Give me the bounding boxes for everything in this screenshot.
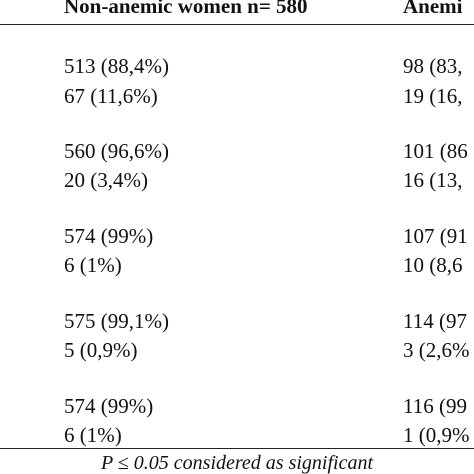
table-cell: 6 (1%): [64, 423, 122, 447]
table-cell: 1 (0,9%: [403, 423, 470, 447]
table-cell: 10 (8,6: [403, 253, 463, 277]
table-cell: 5 (0,9%): [64, 338, 138, 362]
column-header-non-anemic: Non-anemic women n= 580: [64, 0, 308, 18]
table-cell: 107 (91: [403, 224, 468, 248]
bottom-rule: [0, 448, 474, 449]
table-cell: 560 (96,6%): [64, 139, 169, 163]
table-cell: 6 (1%): [64, 253, 122, 277]
table-footnote: P ≤ 0.05 considered as significant: [100, 452, 374, 474]
table-cell: 575 (99,1%): [64, 309, 169, 333]
table-cell: 574 (99%): [64, 394, 154, 418]
table-cell: 3 (2,6%: [403, 338, 470, 362]
header-rule: [0, 24, 474, 25]
table-cell: 116 (99: [403, 394, 467, 418]
table-cell: 574 (99%): [64, 224, 154, 248]
table-cell: 98 (83,: [403, 54, 463, 78]
column-header-anemic: Anemi: [403, 0, 463, 18]
table-cell: 513 (88,4%): [64, 54, 169, 78]
table-cell: 114 (97: [403, 309, 467, 333]
table-cell: 20 (3,4%): [64, 168, 148, 192]
table-cell: 19 (16,: [403, 84, 463, 108]
table-cell: 67 (11,6%): [64, 84, 158, 108]
table-cell: 16 (13,: [403, 168, 463, 192]
table-cell: 101 (86: [403, 139, 468, 163]
